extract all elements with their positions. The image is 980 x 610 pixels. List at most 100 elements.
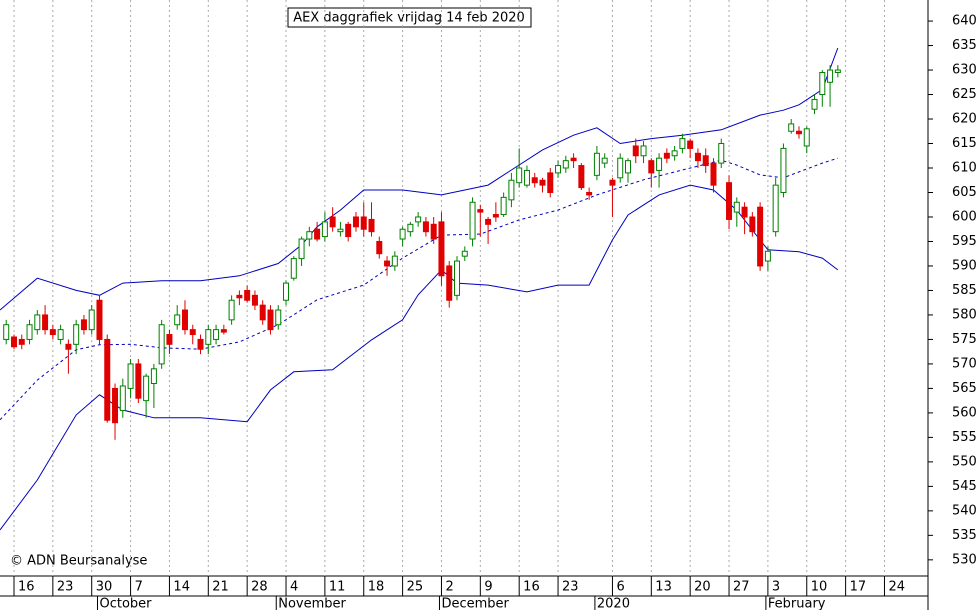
- candle-body: [88, 309, 95, 331]
- candle-body: [648, 160, 655, 174]
- x-tick-label: 4: [290, 580, 298, 595]
- x-tick-label: 16: [18, 580, 35, 595]
- x-tick-label: 9: [484, 580, 492, 595]
- y-tick-label: 600: [952, 209, 977, 224]
- candle-body: [485, 218, 492, 225]
- y-tick-label: 625: [952, 87, 977, 102]
- candle-body: [764, 250, 771, 262]
- y-tick-label: 555: [952, 430, 977, 445]
- candle-body: [663, 152, 670, 159]
- candle-body: [780, 147, 787, 193]
- x-tick-label: 11: [329, 580, 346, 595]
- candle-body: [337, 228, 344, 233]
- candle-body: [135, 363, 142, 399]
- x-tick-label: 24: [888, 580, 905, 595]
- candle-body: [469, 201, 476, 240]
- candle-body: [352, 216, 359, 228]
- x-tick-label: 10: [811, 580, 828, 595]
- candle-body: [275, 309, 282, 326]
- candle-body: [492, 214, 499, 218]
- credit: © ADN Beursanalyse: [10, 554, 147, 569]
- candle-body: [694, 152, 701, 162]
- candle-body: [26, 324, 33, 340]
- y-tick-label: 575: [952, 332, 977, 347]
- candle-body: [586, 191, 593, 196]
- candle-body: [710, 162, 717, 186]
- month-label: December: [441, 597, 509, 610]
- candle-body: [174, 314, 181, 326]
- month-label: October: [99, 597, 152, 610]
- y-tick-label: 540: [952, 503, 977, 518]
- candle-body: [181, 309, 188, 331]
- candle-body: [718, 143, 725, 164]
- candle-body: [516, 167, 523, 184]
- candle-body: [49, 329, 56, 336]
- candle-body: [555, 165, 562, 174]
- x-tick-label: 27: [733, 580, 750, 595]
- candle-body: [251, 294, 258, 306]
- month-label: 2020: [597, 597, 630, 610]
- candle-body: [407, 223, 414, 233]
- candle-body: [321, 221, 328, 238]
- y-tick-label: 620: [952, 112, 977, 127]
- candle-body: [399, 228, 406, 240]
- candle-body: [562, 160, 569, 169]
- candle-body: [656, 157, 663, 171]
- candle-body: [632, 145, 639, 157]
- x-tick-label: 21: [212, 580, 229, 595]
- candle-body: [345, 223, 352, 238]
- candle-body: [314, 228, 321, 240]
- x-tick-label: 20: [694, 580, 711, 595]
- candle-body: [430, 223, 437, 240]
- candle-body: [368, 218, 375, 233]
- y-tick-label: 595: [952, 234, 977, 249]
- candle-body: [508, 179, 515, 201]
- candle-body: [391, 255, 398, 267]
- y-tick-label: 545: [952, 479, 977, 494]
- candle-body: [609, 179, 616, 186]
- band-line: [0, 184, 839, 531]
- candle-body: [18, 338, 25, 345]
- x-tick-label: 6: [616, 580, 624, 595]
- candle-body: [500, 196, 507, 216]
- x-tick-label: 18: [368, 580, 385, 595]
- y-tick-label: 570: [952, 356, 977, 371]
- candle-body: [205, 329, 212, 345]
- candle-body: [446, 265, 453, 301]
- candle-body: [601, 157, 608, 164]
- candle-body: [795, 130, 802, 135]
- candle-body: [290, 258, 297, 279]
- candle-body: [73, 324, 80, 345]
- candle-body: [42, 314, 49, 331]
- candle-body: [213, 329, 220, 340]
- candle-body: [329, 216, 336, 228]
- band-line: [0, 157, 838, 421]
- candle-body: [422, 221, 429, 233]
- candle-body: [228, 299, 235, 321]
- candle-body: [384, 260, 391, 267]
- candle-body: [220, 329, 227, 333]
- month-label: November: [278, 597, 346, 610]
- x-tick-label: 14: [173, 580, 190, 595]
- candle-body: [539, 179, 546, 186]
- candle-body: [757, 206, 764, 267]
- x-tick-label: 23: [562, 580, 579, 595]
- candle-body: [376, 240, 383, 255]
- x-tick-label: 28: [251, 580, 268, 595]
- candle-body: [143, 375, 150, 402]
- candle-body: [150, 368, 157, 385]
- candle-body: [819, 71, 826, 96]
- candle-body: [166, 334, 173, 345]
- candle-body: [547, 172, 554, 193]
- y-tick-label: 640: [952, 14, 977, 29]
- candle-body: [104, 338, 111, 421]
- x-tick-label: 25: [407, 580, 424, 595]
- candle-body: [523, 169, 530, 186]
- y-tick-label: 550: [952, 454, 977, 469]
- y-tick-label: 585: [952, 283, 977, 298]
- candle-body: [189, 329, 196, 336]
- x-tick-label: 17: [850, 580, 867, 595]
- candle-body: [578, 165, 585, 189]
- y-tick-label: 605: [952, 185, 977, 200]
